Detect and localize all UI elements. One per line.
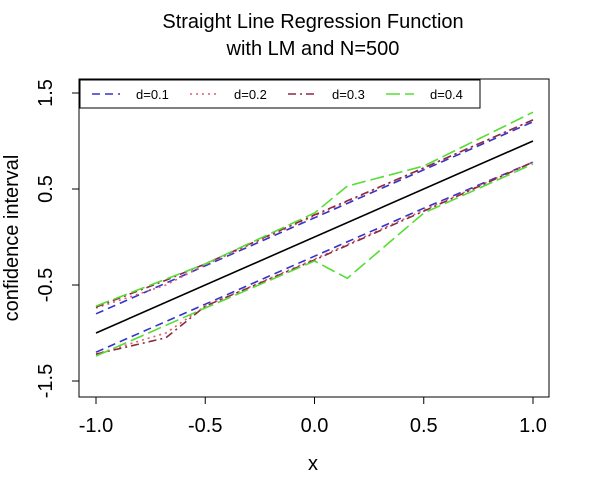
chart-title-line-1: Straight Line Regression Function	[162, 11, 463, 33]
x-tick-label: 0.0	[301, 415, 329, 437]
legend-label: d=0.1	[136, 87, 169, 102]
y-tick-label: -1.5	[35, 364, 57, 398]
y-tick-label: 1.5	[35, 79, 57, 107]
series-d=0.2-upper-bound	[95, 119, 534, 309]
y-axis: -1.5 -0.5 0.5 1.5	[35, 79, 80, 398]
x-axis: -1.0 -0.5 0.0 0.5 1.0	[79, 396, 547, 437]
series-d=0.1-upper-bound	[95, 121, 534, 315]
series-d=0.1-lower-bound	[95, 161, 534, 353]
chart-title-line-2: with LM and N=500	[226, 38, 400, 60]
x-axis-label: x	[308, 453, 318, 475]
series-d=0.3-lower-bound	[95, 161, 534, 355]
series-layer	[95, 111, 534, 357]
legend-label: d=0.4	[430, 87, 463, 102]
x-tick-label: 1.0	[519, 415, 547, 437]
x-tick-label: -0.5	[188, 415, 222, 437]
y-tick-label: -0.5	[35, 268, 57, 302]
regression-line	[95, 140, 534, 334]
legend: d=0.1 d=0.2 d=0.3 d=0.4	[79, 79, 481, 109]
y-tick-label: 0.5	[35, 175, 57, 203]
legend-label: d=0.2	[234, 87, 267, 102]
series-d=0.4-lower-bound	[95, 163, 534, 357]
x-tick-label: -1.0	[79, 415, 113, 437]
y-axis-label: confidence interval	[1, 155, 23, 322]
legend-label: d=0.3	[332, 87, 365, 102]
series-d=0.4-upper-bound	[95, 111, 534, 307]
x-tick-label: 0.5	[410, 415, 438, 437]
